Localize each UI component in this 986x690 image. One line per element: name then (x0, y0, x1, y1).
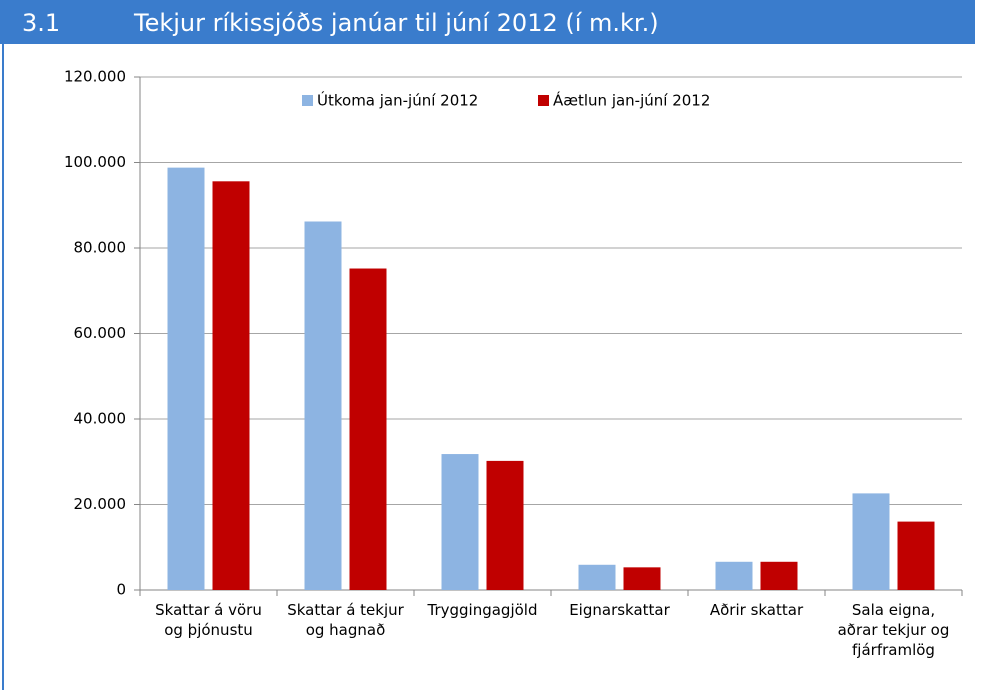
bar (349, 268, 387, 590)
x-tick-label: Aðrir skattar (709, 601, 804, 619)
bar (167, 167, 205, 590)
bar (897, 521, 935, 590)
bar (441, 454, 479, 590)
legend-swatch (538, 95, 549, 106)
y-tick-label: 120.000 (64, 68, 126, 86)
x-tick-label: Tryggingagjöld (427, 601, 538, 619)
y-tick-label: 0 (116, 581, 126, 599)
bar (623, 567, 661, 590)
chart-title: Tekjur ríkissjóðs janúar til júní 2012 (… (133, 9, 659, 37)
x-tick-label: Skattar á tekjur og hagnað (287, 601, 404, 639)
y-tick-label: 60.000 (74, 324, 127, 342)
bar (578, 564, 616, 590)
legend-label: Útkoma jan-júní 2012 (317, 91, 478, 110)
x-tick-label: Eignarskattar (569, 601, 670, 619)
bar (760, 561, 798, 590)
y-tick-label: 80.000 (74, 239, 127, 257)
header-bar (0, 0, 975, 44)
bar (304, 221, 342, 590)
y-tick-label: 20.000 (74, 495, 127, 513)
section-number: 3.1 (22, 9, 60, 37)
bar (212, 181, 250, 590)
y-tick-label: 100.000 (64, 153, 126, 171)
legend-label: Áætlun jan-júní 2012 (553, 91, 710, 110)
y-tick-label: 40.000 (74, 410, 127, 428)
x-tick-label: Sala eigna, aðrar tekjur og fjárframlög (837, 601, 950, 659)
x-tick-label: Skattar á vöru og þjónustu (155, 601, 262, 639)
bar (486, 460, 524, 590)
legend-swatch (302, 95, 313, 106)
bar (852, 493, 890, 590)
bar (715, 561, 753, 590)
